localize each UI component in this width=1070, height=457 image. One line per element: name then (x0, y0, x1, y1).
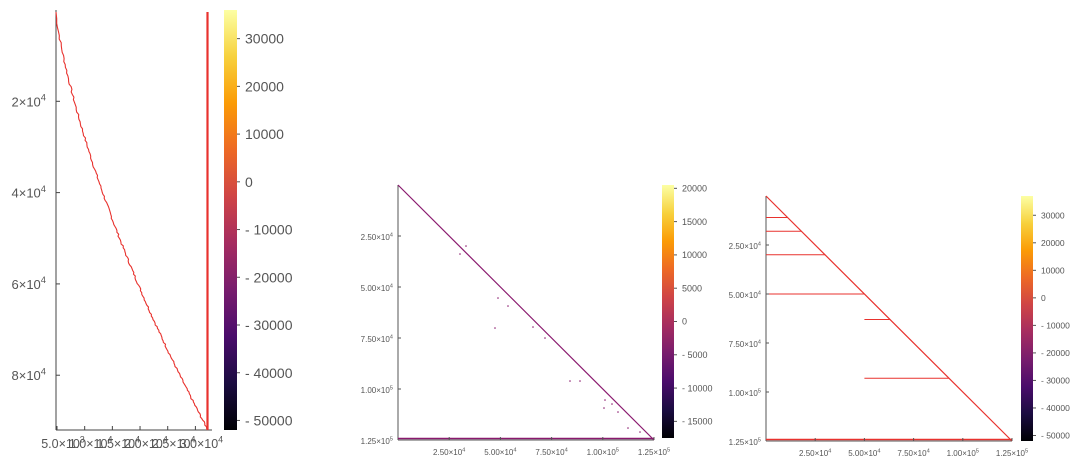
y-tick-label: 2.50×104 (729, 241, 762, 251)
data-point (497, 297, 499, 299)
data-point (569, 380, 571, 382)
colorbar-tick-label: - 5000 (682, 350, 708, 360)
data-point (494, 327, 496, 329)
colorbar-tick-label: - 30000 (1041, 375, 1070, 385)
colorbar-tick-label: 10000 (682, 250, 707, 260)
colorbar-tick-label: 30000 (245, 31, 284, 47)
colorbar-tick-label: - 10000 (682, 383, 713, 393)
colorbar-gradient (662, 185, 674, 438)
data-point (532, 326, 534, 328)
panel-3: 2.50×104 5.00×104 7.50×104 1.00×105 1.25×105… (729, 195, 1028, 457)
y-tick-label: 1.00×105 (729, 388, 761, 398)
y-tick-label: 7.50×104 (361, 334, 394, 344)
colorbar-tick-label: 20000 (245, 78, 284, 94)
y-tick-label: 2.50×104 (361, 232, 394, 242)
data-point (617, 411, 619, 413)
colorbar-tick-label: 5000 (682, 283, 702, 293)
x-tick-label: 2.5×104 (152, 434, 196, 451)
x-tick-label: 1.5×104 (97, 434, 141, 451)
y-tick-label: 4×104 (12, 184, 47, 201)
colorbar-tick-label: 20000 (682, 184, 707, 194)
colorbar: 30000 20000 10000 0 - 10000 - 20000 - 30000 - 4… (224, 10, 293, 430)
panel-2: 2.50×104 5.00×104 7.50×104 1.00×105 1.25×105… (361, 184, 670, 457)
data-point (544, 337, 546, 339)
x-tick-label: 5.00×104 (848, 448, 881, 457)
data-point (639, 431, 641, 433)
data-point (627, 427, 629, 429)
y-tick-label: 7.50×104 (729, 339, 762, 349)
colorbar-tick-label: - 10000 (1041, 320, 1070, 330)
colorbar-tick-label: 0 (682, 317, 687, 327)
x-tick-label: 2.50×104 (433, 447, 466, 457)
x-tick-label: 5.00×104 (484, 447, 517, 457)
x-tick-label: 1.25×105 (996, 448, 1028, 457)
colorbar-tick-label: - 10000 (245, 222, 293, 238)
colorbar-tick-label: - 40000 (245, 365, 293, 381)
x-tick-label: 3.0×104 (180, 434, 224, 451)
x-tick-label: 1.00×105 (587, 447, 619, 457)
x-tick-label: 7.50×104 (535, 447, 568, 457)
colorbar: 30000 20000 10000 0 - 10000 - 20000 - 30000 - 4… (1021, 196, 1070, 441)
colorbar-tick-label: 0 (1041, 293, 1046, 303)
colorbar-tick-label: - 20000 (245, 269, 293, 285)
y-tick-label: 8×104 (12, 366, 47, 383)
x-tick-label: 5.0×103 (41, 434, 85, 451)
y-tick-label: 1.25×105 (361, 436, 393, 446)
colorbar-tick-label: - 50000 (245, 412, 293, 428)
colorbar-tick-label: 0 (245, 174, 253, 190)
colorbar-tick-label: - 50000 (1041, 431, 1070, 441)
colorbar-tick-label: 10000 (1041, 265, 1065, 275)
data-point (459, 253, 461, 255)
x-tick-label: 1.25×105 (638, 447, 670, 457)
x-tick-label: 2.0×104 (124, 434, 168, 451)
y-tick-label: 1.00×105 (361, 385, 393, 395)
y-tick-label: 6×104 (12, 275, 47, 292)
data-point (507, 305, 509, 307)
x-tick-label: 7.50×104 (897, 448, 930, 457)
colorbar: 20000 15000 10000 5000 0 - 5000 - 10000 - 15000 (662, 184, 713, 438)
y-tick-label: 5.00×104 (361, 283, 394, 293)
x-tick-label: 1.0×104 (69, 434, 113, 451)
data-point (603, 407, 605, 409)
colorbar-tick-label: - 20000 (1041, 348, 1070, 358)
x-tick-label: 1.00×105 (947, 448, 979, 457)
colorbar-tick-label: 10000 (245, 126, 284, 142)
x-tick-label: 2.50×104 (799, 448, 832, 457)
colorbar-tick-label: - 30000 (245, 317, 293, 333)
data-diagonal (397, 184, 655, 441)
colorbar-tick-label: 20000 (1041, 238, 1065, 248)
y-tick-label: 5.00×104 (729, 290, 762, 300)
y-tick-label: 2×104 (12, 92, 47, 109)
colorbar-gradient (224, 10, 237, 430)
colorbar-tick-label: - 15000 (682, 417, 713, 427)
colorbar-tick-label: 30000 (1041, 210, 1065, 220)
data-point (604, 399, 606, 401)
colorbar-tick-label: 15000 (682, 217, 707, 227)
data-curve (55, 11, 208, 431)
colorbar-tick-label: - 40000 (1041, 403, 1070, 413)
data-point (579, 380, 581, 382)
y-tick-label: 1.25×105 (729, 437, 761, 447)
data-point (465, 245, 467, 247)
data-diagonal (765, 195, 1013, 442)
colorbar-gradient (1021, 196, 1033, 441)
data-point (611, 403, 613, 405)
panel-1: 2×104 4×104 6×104 8×104 5.0×1031.0×1041.5×10… (12, 10, 224, 451)
